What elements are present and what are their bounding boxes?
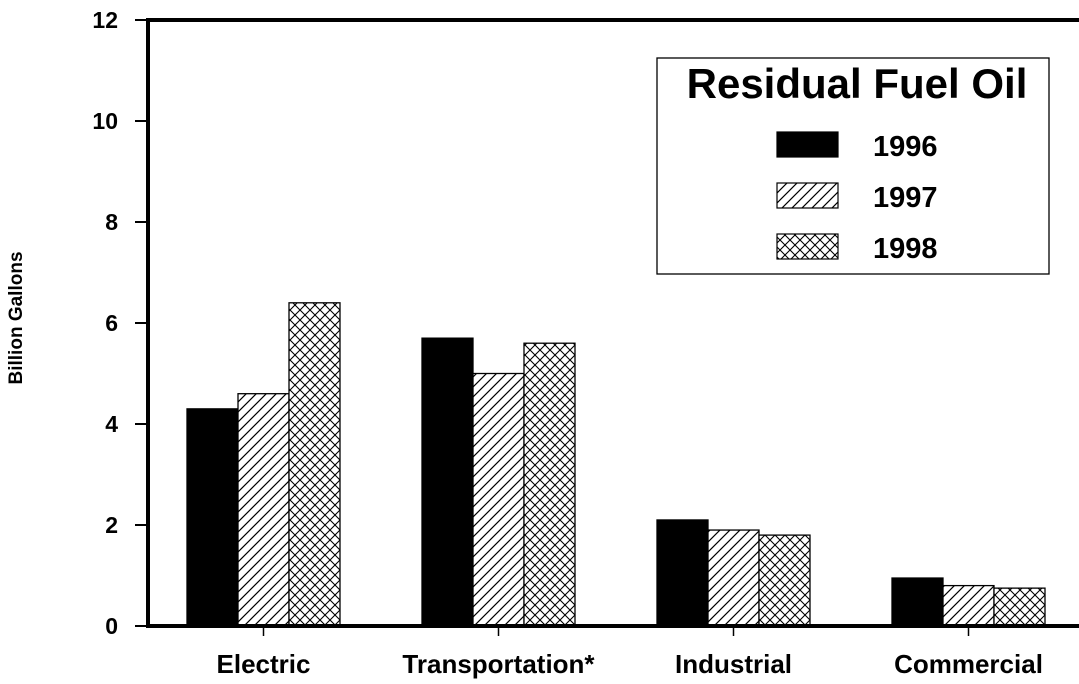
y-tick-label: 6 [105,310,118,336]
y-tick-label: 10 [92,108,118,134]
y-axis-ticks: 0 2 4 6 8 10 12 [92,7,148,639]
legend-label-1997: 1997 [873,182,938,214]
bars-group [186,302,1046,627]
x-tick-label: Commercial [894,649,1043,679]
x-tick-label: Electric [217,649,311,679]
bar-1998-transportation [523,342,576,627]
x-axis-labels: Electric Transportation* Industrial Commerc… [217,626,1043,679]
bar-1998-industrial [758,534,811,627]
x-tick-label: Industrial [675,649,792,679]
bar-1997-electric [237,393,290,627]
x-tick-label: Transportation* [402,649,595,679]
legend-swatch-1997 [776,182,839,209]
bar-1998-electric [288,302,341,627]
y-axis-title: Billion Gallons [6,251,27,384]
legend: Residual Fuel Oil 1996 1997 1998 [656,57,1050,275]
legend-items: 1996 1997 1998 [776,131,938,265]
bar-1996-industrial [656,519,709,627]
legend-label-1998: 1998 [873,233,938,265]
y-tick-label: 8 [105,209,118,235]
bar-1998-commercial [993,587,1046,627]
legend-swatch-1998 [776,233,839,260]
y-tick-label: 0 [105,613,118,639]
legend-box [656,57,1050,275]
bar-1996-transportation [421,337,474,627]
bar-1997-industrial [707,529,760,627]
y-tick-label: 12 [92,7,118,33]
bar-1996-electric [186,408,239,627]
bar-1997-transportation [472,372,525,627]
bar-1997-commercial [942,584,995,627]
legend-title: Residual Fuel Oil [687,60,1028,107]
y-tick-label: 4 [105,411,118,437]
y-tick-label: 2 [105,512,118,538]
legend-label-1996: 1996 [873,131,938,163]
bar-1996-commercial [891,577,944,627]
legend-swatch-1996 [776,131,839,158]
